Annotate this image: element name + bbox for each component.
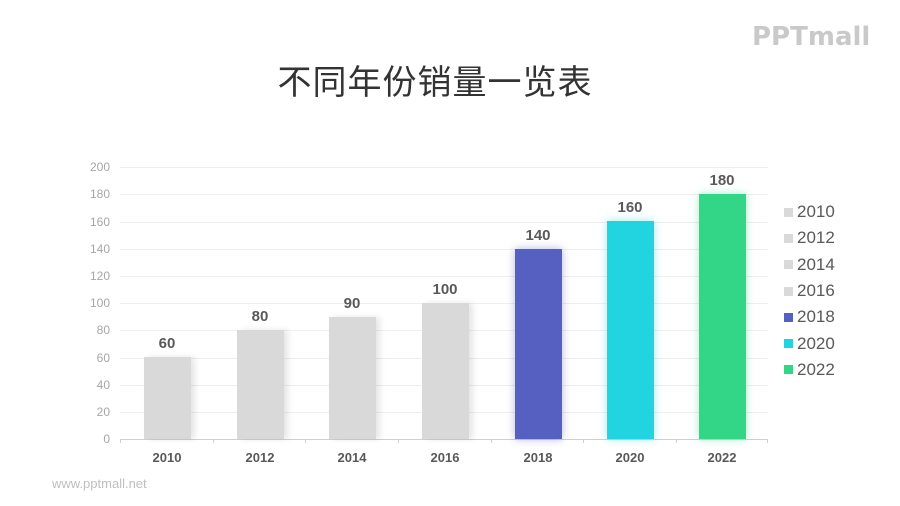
y-tick: 80 bbox=[96, 323, 110, 337]
x-tick-label: 2022 bbox=[707, 450, 737, 465]
legend-label: 2016 bbox=[797, 281, 835, 301]
y-tick: 40 bbox=[96, 378, 110, 392]
x-axis bbox=[120, 439, 768, 440]
y-tick: 140 bbox=[89, 242, 110, 256]
y-tick: 120 bbox=[89, 269, 110, 283]
data-label: 180 bbox=[709, 172, 735, 190]
y-tick: 180 bbox=[89, 187, 110, 201]
bar-2014 bbox=[328, 316, 376, 439]
x-tick-mark bbox=[491, 439, 492, 443]
legend-label: 2014 bbox=[797, 254, 835, 274]
x-tick-mark bbox=[120, 439, 121, 443]
legend-item: 2010 bbox=[784, 199, 835, 225]
legend-item: 2016 bbox=[784, 278, 835, 304]
page-title: 不同年份销量一览表 bbox=[277, 63, 593, 103]
gridline bbox=[120, 194, 768, 195]
gridline bbox=[120, 249, 768, 250]
y-tick: 60 bbox=[96, 351, 110, 365]
legend-swatch-icon bbox=[784, 365, 793, 375]
data-label: 80 bbox=[251, 308, 269, 326]
legend-item: 2022 bbox=[784, 357, 835, 383]
x-tick-label: 2010 bbox=[152, 450, 182, 465]
bar-2020 bbox=[606, 221, 654, 439]
bar-2012 bbox=[236, 330, 284, 439]
x-tick-label: 2012 bbox=[245, 450, 275, 465]
data-label: 90 bbox=[343, 294, 361, 312]
legend-item: 2012 bbox=[784, 225, 835, 251]
x-tick-mark bbox=[398, 439, 399, 443]
data-label: 100 bbox=[432, 281, 458, 298]
footer-url: www.pptmall.net bbox=[52, 476, 147, 491]
bar-2016 bbox=[421, 303, 469, 439]
y-tick: 100 bbox=[89, 296, 110, 310]
legend-item: 2014 bbox=[784, 252, 835, 278]
legend-swatch-icon bbox=[784, 312, 793, 322]
legend-swatch-icon bbox=[784, 339, 793, 349]
gridline bbox=[120, 222, 768, 223]
y-tick: 200 bbox=[89, 160, 110, 174]
y-tick: 160 bbox=[89, 215, 110, 229]
data-label: 160 bbox=[617, 199, 643, 217]
legend-label: 2022 bbox=[797, 359, 835, 379]
x-tick-mark bbox=[583, 439, 584, 443]
bar-2010 bbox=[143, 357, 191, 439]
legend-swatch-icon bbox=[784, 207, 793, 217]
x-tick-mark bbox=[213, 439, 214, 443]
legend-label: 2010 bbox=[797, 202, 835, 222]
data-label: 140 bbox=[525, 226, 551, 244]
x-tick-mark bbox=[767, 439, 768, 443]
legend: 2010 2012 2014 2016 2018 2020 2022 bbox=[784, 199, 835, 383]
legend-label: 2020 bbox=[797, 333, 835, 353]
logo: PPTmall bbox=[752, 22, 871, 52]
legend-item: 2020 bbox=[784, 330, 835, 356]
legend-item: 2018 bbox=[784, 304, 835, 330]
legend-swatch-icon bbox=[784, 260, 793, 270]
bar-2022 bbox=[698, 194, 746, 439]
data-label: 60 bbox=[158, 335, 176, 353]
legend-swatch-icon bbox=[784, 233, 793, 243]
x-tick-label: 2018 bbox=[523, 450, 553, 465]
legend-label: 2012 bbox=[797, 228, 835, 248]
x-tick-mark bbox=[305, 439, 306, 443]
gridline bbox=[120, 276, 768, 277]
y-tick: 20 bbox=[96, 405, 110, 419]
bar-2018 bbox=[514, 248, 562, 439]
x-tick-label: 2016 bbox=[430, 450, 460, 465]
x-tick-label: 2020 bbox=[615, 450, 645, 465]
legend-swatch-icon bbox=[784, 286, 793, 296]
gridline bbox=[120, 167, 768, 168]
y-tick: 0 bbox=[103, 432, 110, 446]
x-tick-mark bbox=[676, 439, 677, 443]
legend-label: 2018 bbox=[797, 307, 835, 327]
x-tick-label: 2014 bbox=[337, 450, 367, 465]
